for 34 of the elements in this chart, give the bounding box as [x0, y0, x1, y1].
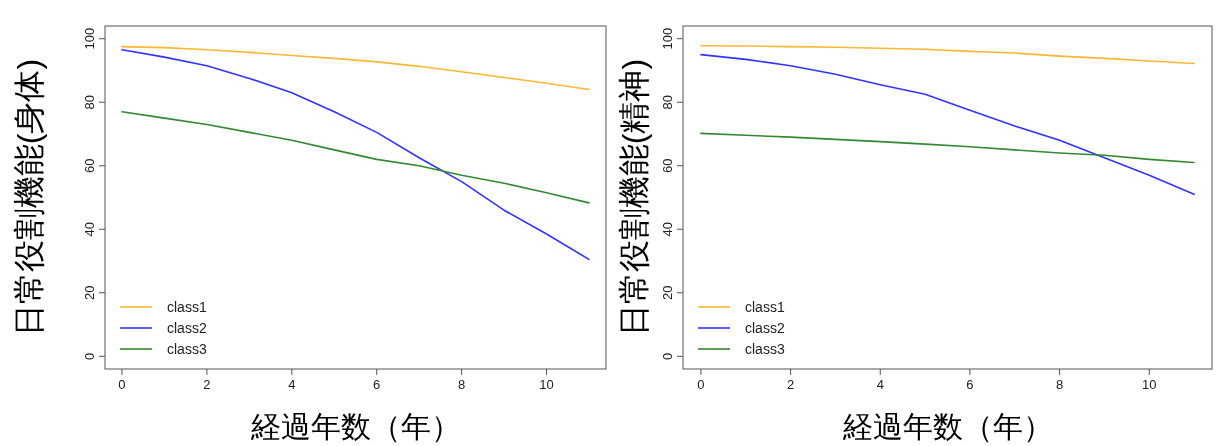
- x-tick-label: 6: [373, 377, 381, 392]
- x-tick-label: 2: [203, 377, 211, 392]
- y-tick-label: 60: [660, 158, 675, 173]
- x-tick-label: 2: [786, 377, 795, 392]
- y-tick-label: 0: [82, 352, 97, 360]
- y-axis-title: 日常役割機能(精神): [616, 58, 652, 337]
- legend-label: class1: [745, 299, 785, 315]
- y-tick-label: 20: [660, 285, 675, 301]
- legend-label: class1: [167, 299, 207, 315]
- y-tick-label: 40: [82, 222, 97, 237]
- x-tick-label: 6: [966, 377, 974, 392]
- x-tick-label: 10: [539, 377, 554, 392]
- x-tick-label: 4: [288, 377, 296, 392]
- y-tick-label: 100: [82, 27, 97, 50]
- y-tick-label: 20: [82, 285, 97, 301]
- legend-label: class2: [745, 320, 785, 336]
- x-tick-label: 0: [697, 377, 705, 392]
- x-tick-label: 4: [876, 377, 884, 392]
- y-tick-label: 40: [660, 222, 675, 237]
- x-tick-label: 10: [1142, 377, 1157, 392]
- y-tick-label: 80: [82, 94, 97, 110]
- x-tick-label: 8: [458, 377, 466, 392]
- y-tick-label: 100: [660, 27, 675, 50]
- x-tick-label: 0: [118, 377, 126, 392]
- y-tick-label: 60: [82, 158, 97, 173]
- legend-label: class3: [167, 341, 207, 357]
- y-tick-label: 80: [660, 94, 675, 110]
- x-tick-label: 8: [1055, 377, 1064, 392]
- y-tick-label: 0: [660, 352, 675, 360]
- y-axis-title: 日常役割機能(身体): [11, 58, 47, 337]
- legend-label: class2: [167, 320, 207, 336]
- x-axis-title: 経過年数（年）: [249, 410, 461, 443]
- legend-label: class3: [745, 341, 785, 357]
- x-axis-title: 経過年数（年）: [841, 410, 1053, 443]
